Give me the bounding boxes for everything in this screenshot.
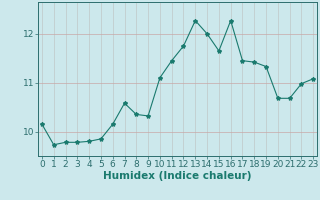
X-axis label: Humidex (Indice chaleur): Humidex (Indice chaleur) xyxy=(103,171,252,181)
